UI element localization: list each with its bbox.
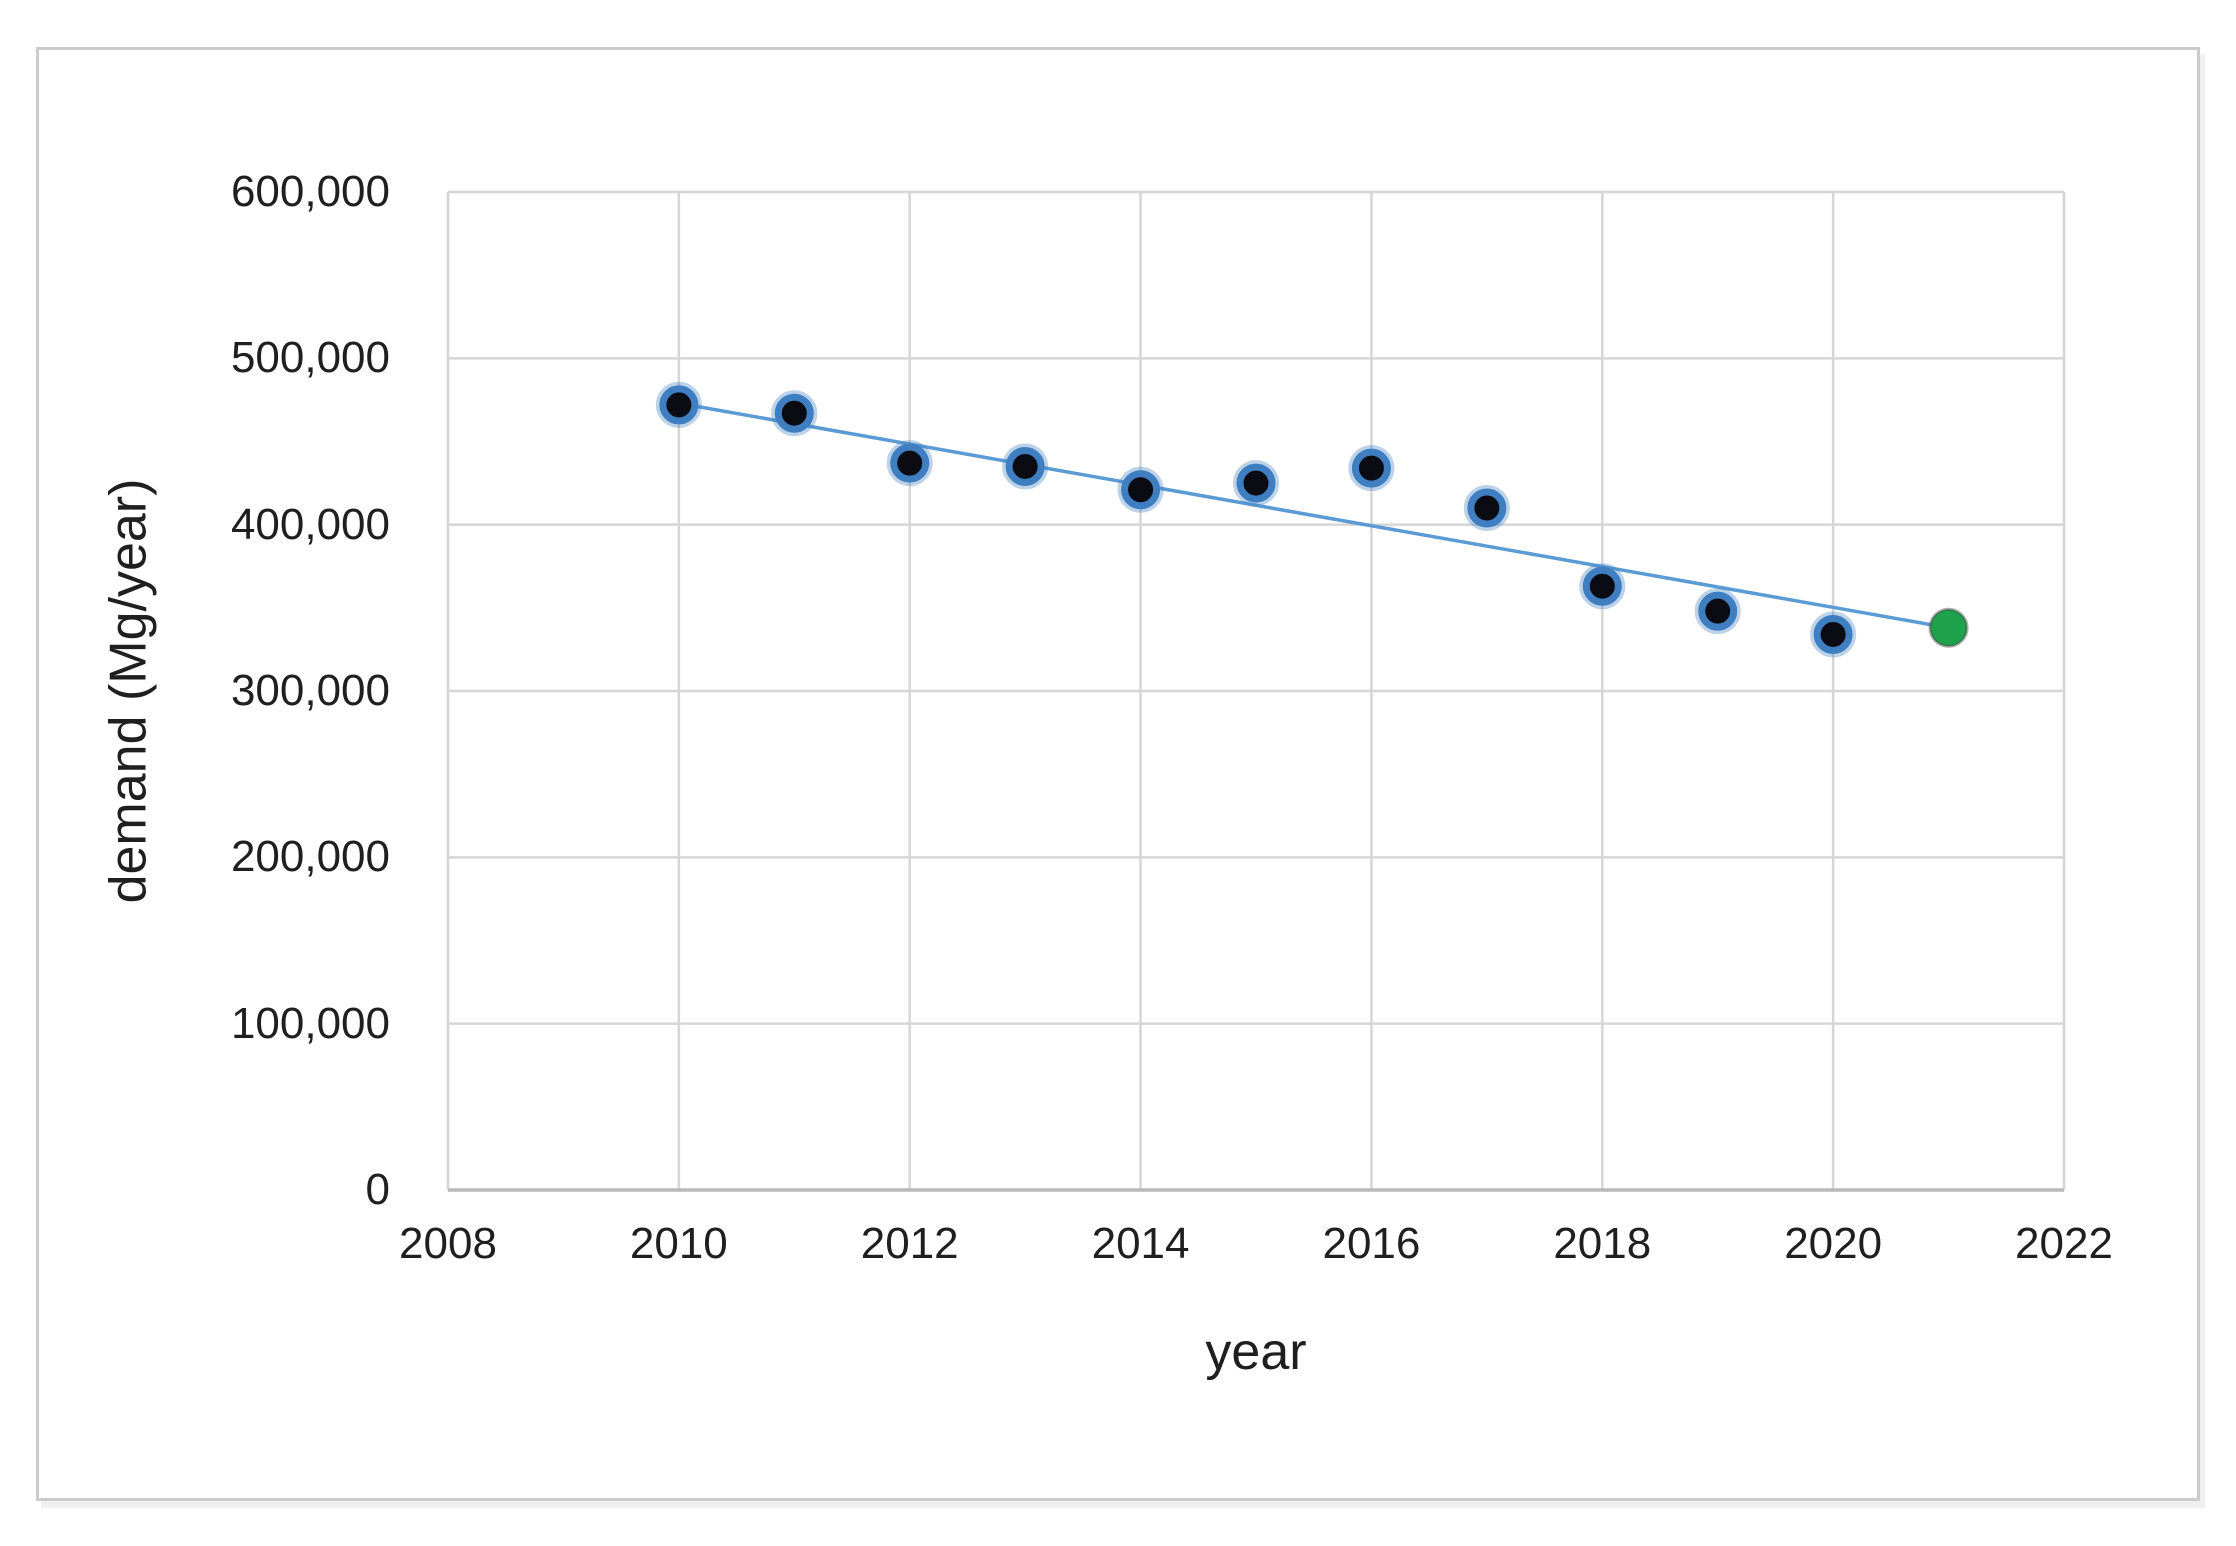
data-point-glow — [1694, 588, 1741, 635]
x-axis-title: year — [1205, 1323, 1307, 1381]
x-tick-label: 2022 — [2015, 1219, 2113, 1268]
x-tick-label: 2020 — [1784, 1219, 1883, 1268]
data-point-glow — [886, 440, 933, 487]
data-point-glow — [771, 390, 818, 437]
x-tick-label: 2010 — [629, 1219, 728, 1268]
data-point-glow — [1348, 445, 1395, 492]
data-point — [659, 385, 699, 425]
data-point-glow — [1117, 466, 1164, 513]
data-point-glow — [1002, 443, 1049, 490]
y-tick-label: 100,000 — [230, 998, 390, 1048]
plot-area — [446, 190, 2066, 1192]
data-point-glow — [655, 381, 702, 428]
y-tick-label: 0 — [365, 1165, 390, 1214]
figure-border — [36, 47, 2200, 1501]
trendline — [677, 401, 1951, 630]
data-point — [1698, 591, 1738, 631]
data-point — [1582, 566, 1622, 606]
x-tick-label: 2018 — [1553, 1219, 1652, 1268]
data-point — [1121, 470, 1161, 510]
x-tick-label: 2014 — [1091, 1219, 1190, 1268]
data-point-glow — [1463, 485, 1510, 532]
y-tick-label: 200,000 — [230, 832, 390, 882]
data-point — [1813, 614, 1853, 654]
y-tick-label: 300,000 — [230, 666, 390, 715]
data-point — [1236, 463, 1276, 503]
x-tick-label: 2016 — [1322, 1219, 1421, 1268]
y-tick-label: 600,000 — [230, 167, 390, 216]
x-tick-label: 2012 — [860, 1219, 959, 1268]
highlighted-data-point — [1928, 607, 1969, 648]
data-point-glow — [1233, 460, 1279, 507]
data-point — [774, 393, 814, 433]
data-point — [1005, 446, 1045, 486]
y-tick-label: 400,000 — [230, 499, 390, 549]
data-point — [1351, 448, 1391, 488]
data-point — [1467, 488, 1507, 528]
x-tick-label: 2008 — [399, 1219, 497, 1268]
data-point — [890, 443, 930, 483]
data-point-glow — [1579, 563, 1626, 610]
y-tick-label: 500,000 — [230, 333, 390, 383]
data-point-glow — [1810, 611, 1857, 658]
